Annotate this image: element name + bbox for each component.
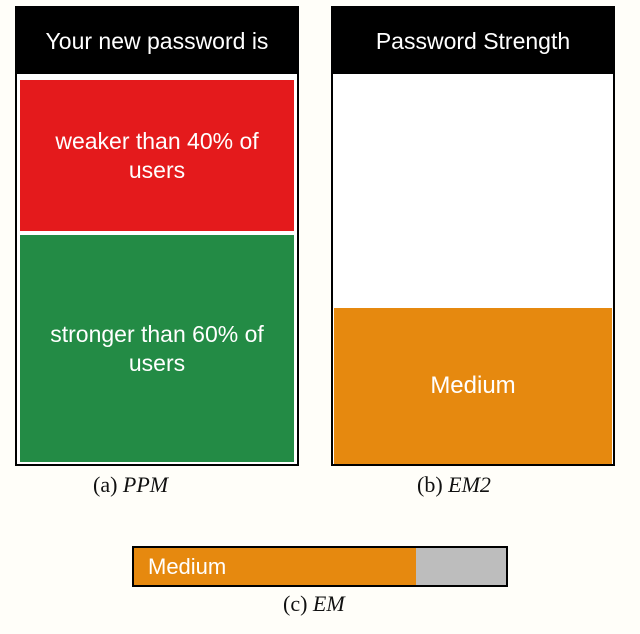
- em-bar-track: Medium: [132, 546, 508, 587]
- panel-em2-header: Password Strength: [333, 8, 613, 74]
- panel-em2-title: Password Strength: [376, 28, 570, 55]
- em-bar-fill: Medium: [134, 548, 416, 585]
- ppm-stronger-text: stronger than 60% of users: [34, 320, 280, 378]
- caption-em2: (b) EM2: [417, 472, 491, 498]
- ppm-weaker-text: weaker than 40% of users: [34, 127, 280, 185]
- em2-fill-label: Medium: [430, 371, 515, 401]
- panel-ppm: Your new password is weaker than 40% of …: [15, 6, 299, 466]
- caption-ppm-label: (a): [93, 472, 117, 497]
- caption-em-label: (c): [283, 591, 307, 616]
- caption-em: (c) EM: [283, 591, 345, 617]
- figure-stage: Your new password is weaker than 40% of …: [0, 0, 640, 634]
- caption-em-name: EM: [313, 591, 345, 616]
- em-bar-label: Medium: [148, 554, 226, 580]
- caption-ppm-name: PPM: [123, 472, 168, 497]
- ppm-stronger-block: stronger than 60% of users: [19, 234, 295, 463]
- caption-em2-name: EM2: [448, 472, 491, 497]
- caption-ppm: (a) PPM: [93, 472, 168, 498]
- panel-em2: Password Strength Medium: [331, 6, 615, 466]
- em2-fill-block: Medium: [334, 308, 612, 464]
- ppm-weaker-block: weaker than 40% of users: [19, 79, 295, 232]
- caption-em2-label: (b): [417, 472, 443, 497]
- panel-ppm-title: Your new password is: [46, 28, 269, 55]
- panel-ppm-header: Your new password is: [17, 8, 297, 74]
